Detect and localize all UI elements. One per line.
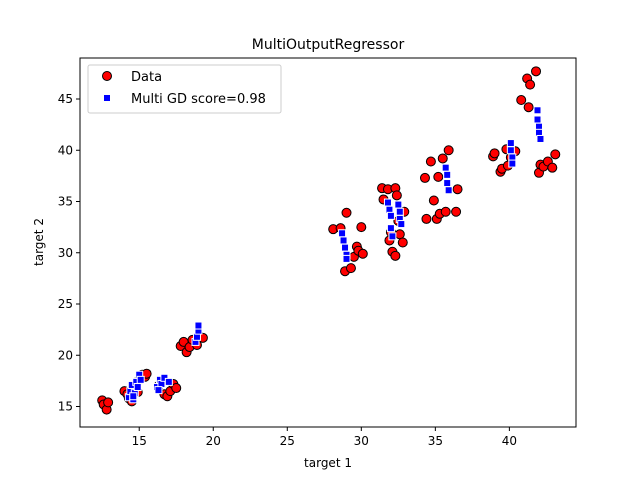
data-point: [550, 149, 561, 160]
prediction-point: [342, 254, 351, 263]
prediction-point: [506, 139, 515, 148]
prediction-point: [133, 383, 142, 392]
prediction-point: [533, 106, 542, 115]
prediction-point: [136, 375, 145, 384]
prediction-point: [338, 229, 347, 238]
data-marks: [97, 66, 561, 415]
data-point: [421, 213, 432, 224]
data-point: [452, 184, 463, 195]
legend-label: Data: [131, 70, 162, 85]
data-point: [345, 263, 356, 274]
data-point: [516, 95, 527, 106]
prediction-point: [397, 220, 406, 229]
prediction-point: [444, 186, 453, 195]
y-axis-label: target 2: [32, 218, 46, 266]
prediction-point: [386, 211, 395, 220]
legend-label: Multi GD score=0.98: [131, 92, 266, 107]
data-point: [397, 237, 408, 248]
data-point: [425, 156, 436, 167]
prediction-point: [506, 146, 515, 155]
prediction-point: [339, 236, 348, 245]
y-tick-label: 20: [58, 348, 73, 362]
prediction-point: [443, 179, 452, 188]
y-tick-label: 25: [58, 297, 73, 311]
prediction-point: [164, 377, 173, 386]
prediction-point: [508, 159, 517, 168]
data-point: [531, 66, 542, 77]
y-tick-label: 30: [58, 246, 73, 260]
x-axis-label: target 1: [304, 456, 352, 470]
legend-marker-data: [102, 71, 112, 81]
prediction-point: [388, 232, 397, 241]
prediction-point: [129, 392, 138, 401]
y-tick-label: 15: [58, 400, 73, 414]
prediction-point: [386, 224, 395, 233]
prediction-point: [536, 134, 545, 143]
chart-title: MultiOutputRegressor: [252, 37, 405, 53]
data-point: [356, 222, 367, 233]
prediction-point: [194, 321, 203, 330]
y-tick-label: 35: [58, 195, 73, 209]
data-point: [433, 171, 444, 182]
prediction-point: [160, 373, 169, 382]
x-tick-label: 40: [502, 434, 517, 448]
plot-frame: [79, 57, 577, 428]
x-axis: 15 20 25 30 35 40: [132, 427, 517, 448]
x-tick-label: 30: [354, 434, 369, 448]
data-point: [525, 79, 536, 90]
y-tick-label: 40: [58, 143, 73, 157]
data-point: [443, 145, 454, 156]
prediction-point: [383, 198, 392, 207]
y-tick-label: 45: [58, 92, 73, 106]
data-point: [103, 397, 114, 408]
legend: Data Multi GD score=0.98: [87, 64, 282, 114]
data-point: [440, 206, 451, 217]
legend-entries: Data Multi GD score=0.98: [102, 70, 266, 107]
plot-area: [80, 58, 576, 427]
data-point: [419, 172, 430, 183]
data-point: [523, 102, 534, 113]
y-axis: 15 20 25 30 35 40 45: [58, 92, 80, 414]
prediction-point: [341, 243, 350, 252]
prediction-series: [124, 106, 545, 404]
prediction-point: [395, 207, 404, 216]
data-point: [171, 383, 182, 394]
data-point: [357, 248, 368, 259]
data-point: [341, 207, 352, 218]
legend-box: [87, 64, 282, 114]
x-tick-label: 20: [206, 434, 221, 448]
data-point: [390, 250, 401, 261]
legend-marker-prediction: [103, 94, 111, 102]
prediction-point: [533, 115, 542, 124]
x-tick-label: 35: [428, 434, 443, 448]
data-point: [489, 148, 500, 159]
data-point: [547, 162, 558, 173]
x-tick-label: 15: [132, 434, 147, 448]
data-point: [394, 229, 405, 240]
data-point: [391, 190, 402, 201]
prediction-point: [441, 163, 450, 172]
data-point: [451, 206, 462, 217]
prediction-point: [154, 386, 163, 395]
prediction-point: [443, 170, 452, 179]
prediction-point: [394, 200, 403, 209]
data-point: [437, 153, 448, 164]
x-tick-label: 25: [280, 434, 295, 448]
data-point: [428, 195, 439, 206]
